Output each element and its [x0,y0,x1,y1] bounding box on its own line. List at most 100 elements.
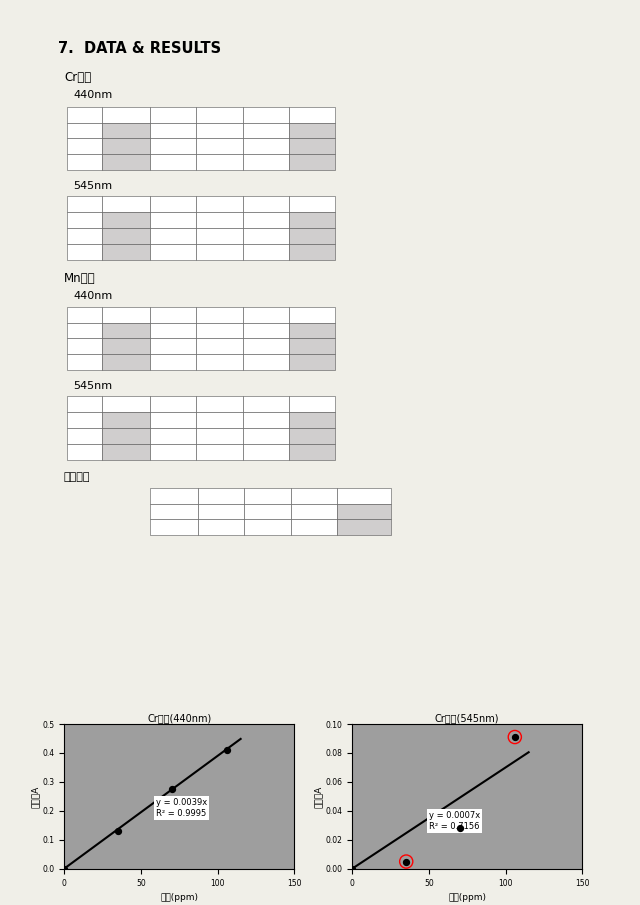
Text: y = 0.0039x
R² = 0.9995: y = 0.0039x R² = 0.9995 [156,798,207,818]
Text: 0.273: 0.273 [207,142,232,151]
Y-axis label: 흡광도A: 흡광도A [30,786,40,807]
Text: Cr용액: Cr용액 [64,71,92,83]
Text: 평균: 평균 [307,310,317,319]
Text: 0.152: 0.152 [298,357,326,367]
Title: Cr용액(440nm): Cr용액(440nm) [147,713,211,723]
Text: 0.160: 0.160 [350,523,378,532]
Text: 0.160: 0.160 [209,523,234,532]
Text: Mn용액: Mn용액 [64,272,95,284]
Text: 0.410: 0.410 [253,157,278,167]
Text: 1ml: 1ml [76,415,93,424]
Text: 0.409: 0.409 [298,157,326,167]
Text: 0.276: 0.276 [161,142,186,151]
Text: 1회: 1회 [216,491,227,500]
Text: 농도(ppm): 농도(ppm) [108,110,145,119]
Text: 2차: 2차 [214,200,225,209]
Text: 106.0: 106.0 [113,157,140,167]
Point [167,782,177,796]
Text: 1ml: 1ml [76,215,93,224]
Text: 1.35: 1.35 [209,432,230,441]
Title: Cr용액(545nm): Cr용액(545nm) [435,713,499,723]
Text: 0.093: 0.093 [207,342,232,351]
Text: 2ml: 2ml [76,432,93,441]
Text: 1차: 1차 [168,110,179,119]
Text: 21.8: 21.8 [116,326,136,335]
Point [59,862,69,876]
Point [347,862,357,876]
Text: 43.6: 43.6 [116,432,136,441]
Text: 0.001: 0.001 [161,232,186,241]
Text: 0.081: 0.081 [253,232,278,241]
Text: 0.71: 0.71 [255,415,276,424]
Text: 56.4: 56.4 [116,447,136,456]
Text: 7.  DATA & RESULTS: 7. DATA & RESULTS [58,41,221,56]
Text: 1ml: 1ml [76,326,93,335]
Text: 0.028: 0.028 [298,232,326,241]
Text: 0.097: 0.097 [253,342,278,351]
Text: 0.005: 0.005 [161,342,186,351]
Text: 545nm: 545nm [74,381,113,391]
Text: 0.008: 0.008 [161,215,186,224]
Text: 1차: 1차 [168,310,179,319]
Text: 2차: 2차 [214,110,225,119]
Point [401,854,412,869]
Text: 평균: 평균 [307,400,317,409]
Text: 0.054: 0.054 [349,507,378,516]
Text: 0.159: 0.159 [301,523,326,532]
Text: 2.00: 2.00 [209,447,230,456]
Text: 0.089: 0.089 [161,247,186,256]
Text: 0.087: 0.087 [253,247,278,256]
Text: 56.4: 56.4 [116,357,136,367]
Text: 545nm: 545nm [74,181,113,191]
Text: 0.72: 0.72 [301,415,323,424]
Text: 2차: 2차 [214,310,225,319]
Text: 0.065: 0.065 [298,342,326,351]
Text: 440nm: 440nm [74,90,113,100]
Text: 0.402: 0.402 [207,157,232,167]
Text: 70.6: 70.6 [116,142,136,151]
Text: 1차: 1차 [168,400,179,409]
Text: 0.72: 0.72 [209,415,230,424]
Text: 0.132: 0.132 [298,126,326,135]
Text: 평  균: 평 균 [356,491,372,500]
Text: 3ml: 3ml [76,247,93,256]
Text: 1.35: 1.35 [255,432,276,441]
Text: 0.005: 0.005 [298,215,326,224]
Text: 미지시료: 미지시료 [64,472,90,482]
Text: 0.160: 0.160 [255,523,280,532]
Text: 3차: 3차 [260,310,271,319]
Text: 0.133: 0.133 [207,126,232,135]
Text: 3ml: 3ml [76,157,93,167]
Point [509,729,520,744]
Text: 440nm: 440nm [159,507,190,516]
Text: 0.052: 0.052 [301,507,326,516]
Text: 0.274: 0.274 [298,142,326,151]
Text: 2차: 2차 [214,400,225,409]
Text: 0.150: 0.150 [207,357,232,367]
X-axis label: 농도(ppm): 농도(ppm) [160,893,198,902]
Text: 35.3: 35.3 [116,126,136,135]
Text: 43.6: 43.6 [116,342,136,351]
Text: 0.091: 0.091 [298,247,326,256]
Text: 2.00: 2.00 [255,447,276,456]
Point [455,821,465,835]
Text: 농도(ppm): 농도(ppm) [108,200,145,209]
Text: 0.055: 0.055 [255,507,280,516]
Text: 0.132: 0.132 [161,126,186,135]
Text: 3ml: 3ml [76,447,93,456]
Text: 0.001: 0.001 [207,232,232,241]
Text: 0.402: 0.402 [161,157,186,167]
Text: 0.007: 0.007 [207,215,232,224]
Text: 0.155: 0.155 [161,357,186,367]
Text: 평균: 평균 [307,200,317,209]
Point [509,729,520,744]
Text: 1.35: 1.35 [163,432,184,441]
Text: 0.062: 0.062 [161,326,186,335]
Text: 0.73: 0.73 [163,415,184,424]
Text: 0.273: 0.273 [253,142,278,151]
Text: 2ml: 2ml [76,232,93,241]
Text: 2회: 2회 [262,491,273,500]
Text: 3ml: 3ml [76,357,93,367]
Text: 3회: 3회 [308,491,319,500]
Text: 1ml: 1ml [76,126,93,135]
